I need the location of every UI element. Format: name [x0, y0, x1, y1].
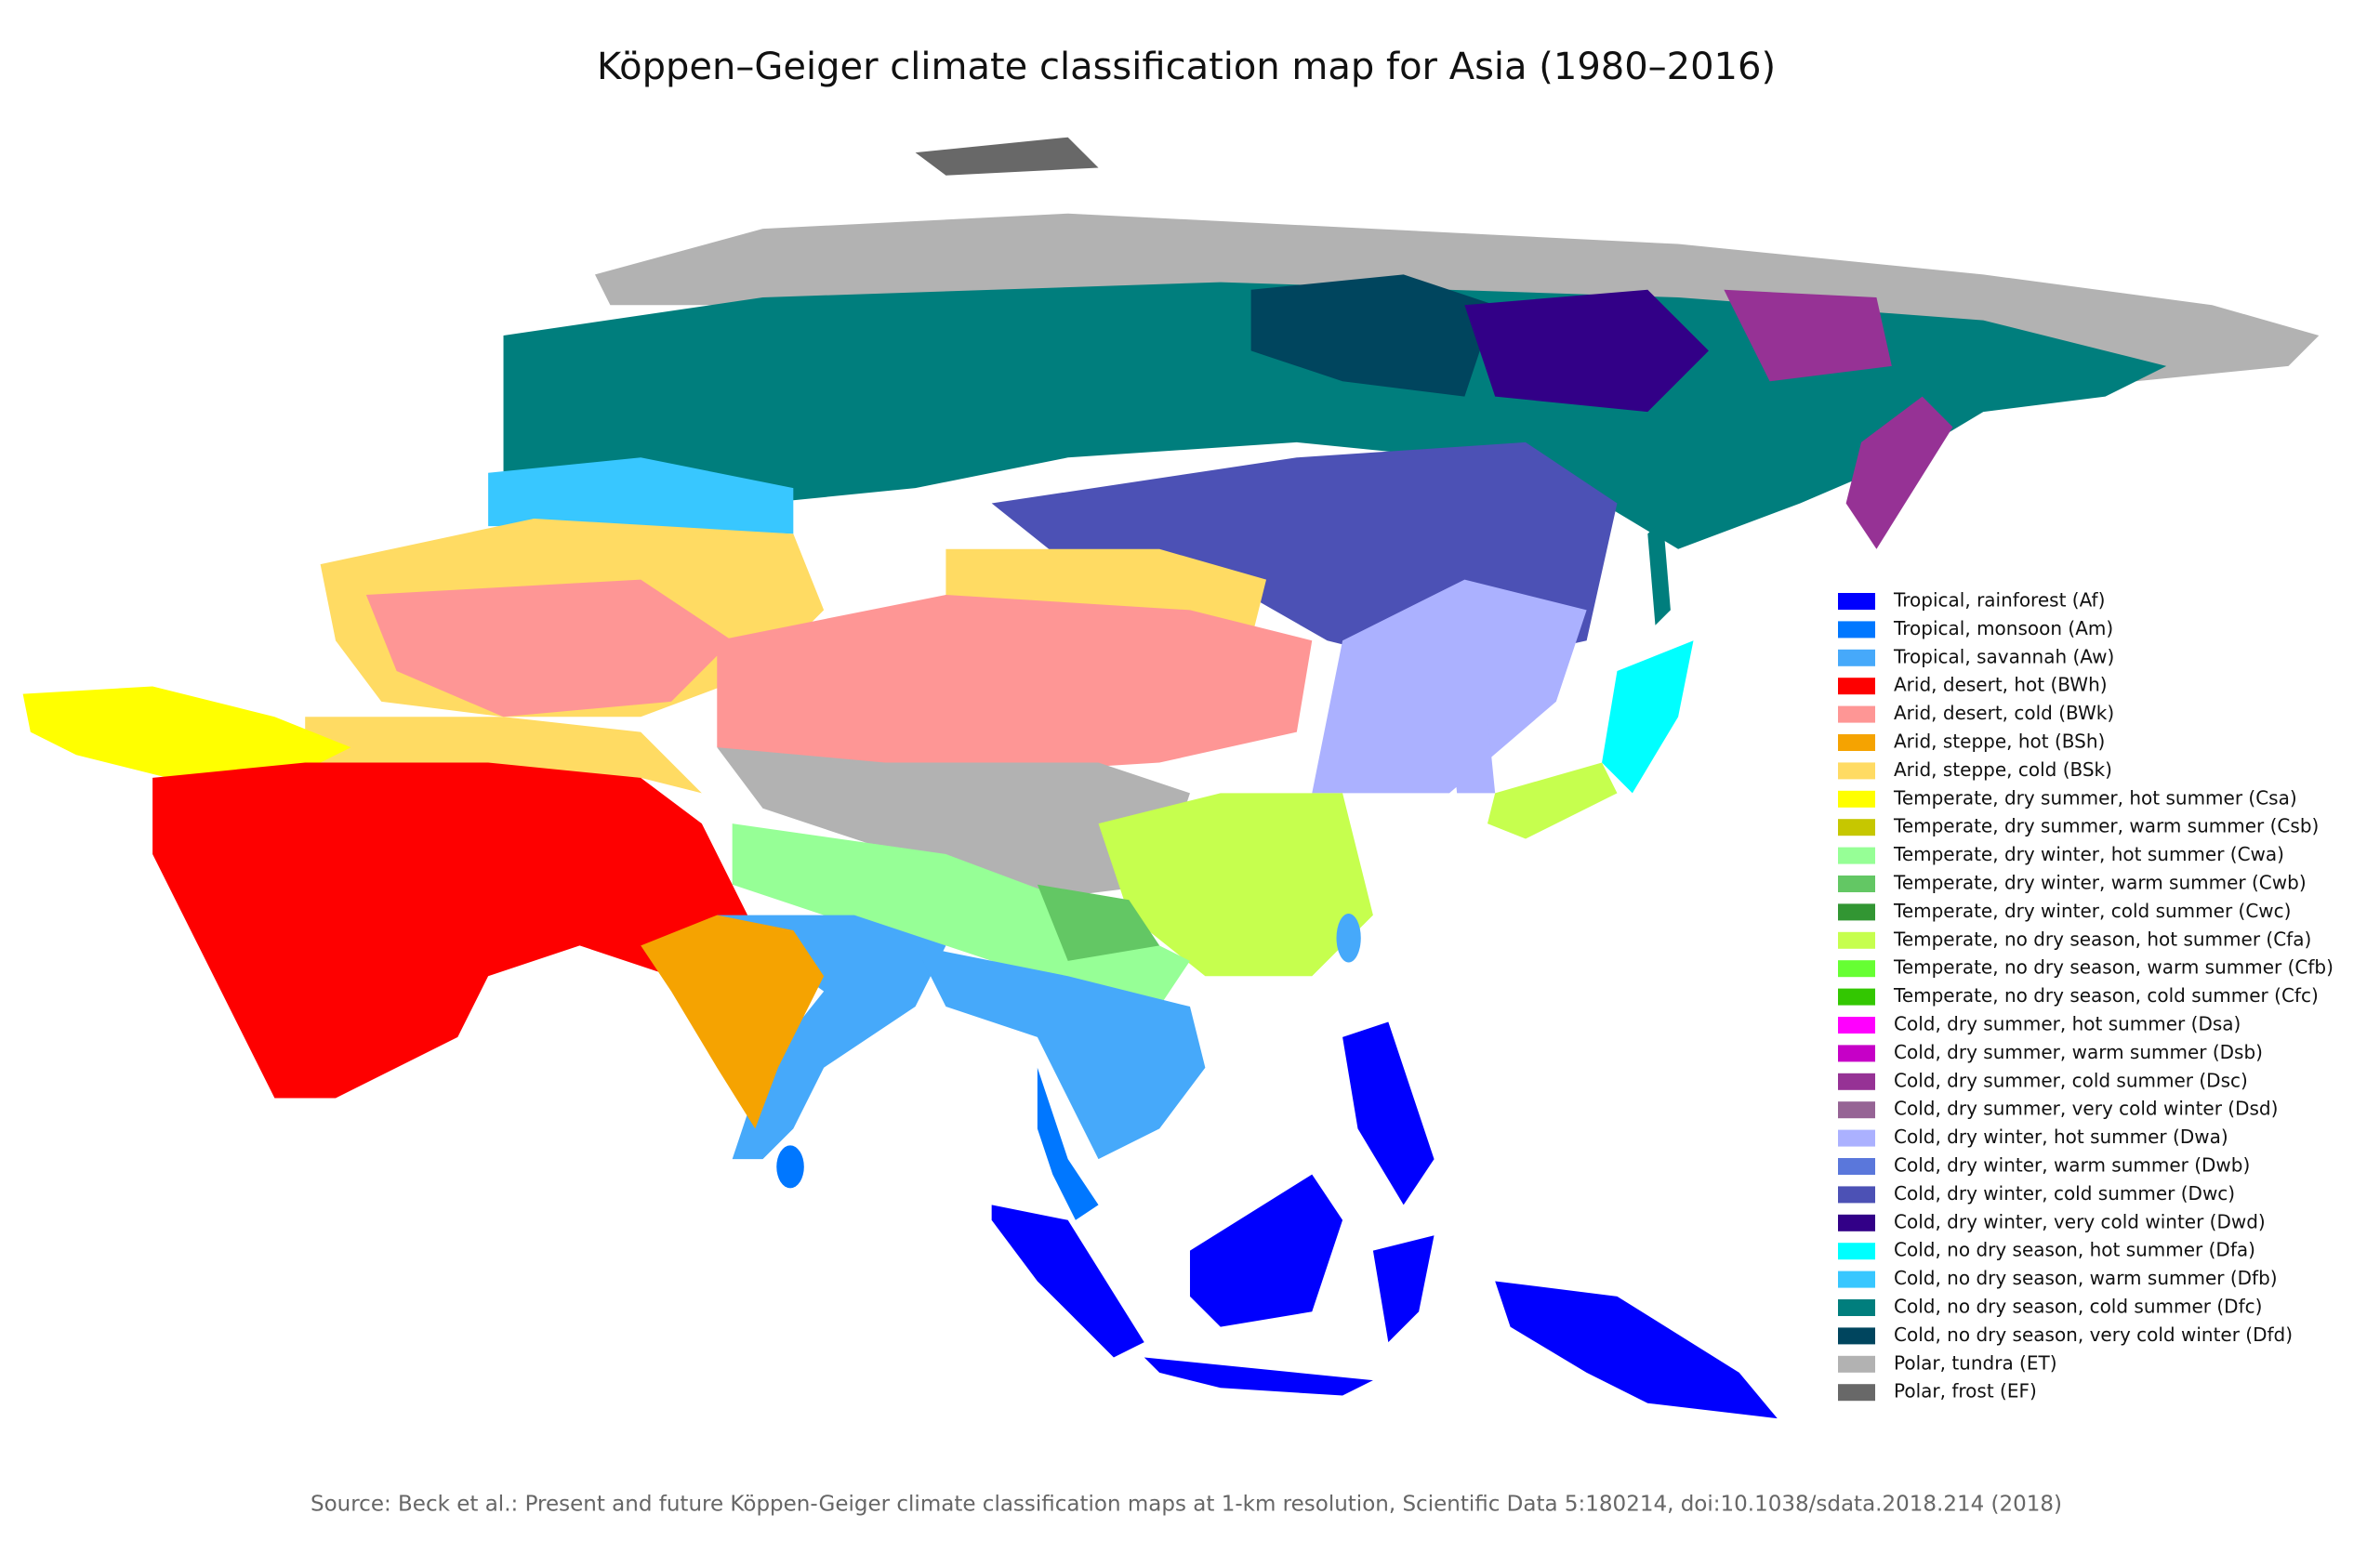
- legend-swatch: [1838, 931, 1875, 949]
- legend-swatch: [1838, 903, 1875, 921]
- legend-swatch: [1838, 1186, 1875, 1204]
- legend-label: Temperate, dry winter, hot summer (Cwa): [1893, 843, 2284, 865]
- legend-label: Temperate, dry winter, warm summer (Cwb): [1893, 872, 2307, 894]
- source-note: Source: Beck et al.: Present and future …: [311, 1493, 2062, 1517]
- legend-label: Temperate, no dry season, warm summer (C…: [1893, 956, 2334, 979]
- legend-swatch: [1838, 1073, 1875, 1090]
- map-title: Köppen–Geiger climate classification map…: [597, 46, 1776, 88]
- legend-label: Arid, desert, cold (BWk): [1894, 702, 2114, 724]
- legend-label: Cold, dry winter, warm summer (Dwb): [1894, 1154, 2250, 1177]
- legend-label: Temperate, no dry season, cold summer (C…: [1893, 984, 2319, 1007]
- legend-swatch: [1838, 1214, 1875, 1231]
- legend-label: Arid, desert, hot (BWh): [1894, 674, 2108, 696]
- legend-swatch: [1838, 960, 1875, 978]
- legend-swatch: [1838, 1299, 1875, 1316]
- legend-label: Temperate, dry summer, hot summer (Csa): [1893, 786, 2297, 809]
- legend-swatch: [1838, 678, 1875, 695]
- legend-label: Tropical, savannah (Aw): [1893, 645, 2114, 667]
- legend-label: Cold, dry summer, hot summer (Dsa): [1894, 1013, 2241, 1035]
- legend-label: Temperate, no dry season, hot summer (Cf…: [1893, 928, 2311, 950]
- legend-label: Cold, dry summer, cold summer (Dsc): [1894, 1069, 2248, 1091]
- legend-swatch: [1838, 621, 1875, 639]
- legend-swatch: [1838, 649, 1875, 666]
- legend-label: Cold, dry summer, warm summer (Dsb): [1894, 1041, 2263, 1063]
- legend-swatch: [1838, 1384, 1875, 1402]
- legend-swatch: [1838, 1129, 1875, 1147]
- legend-swatch: [1838, 1101, 1875, 1119]
- legend-label: Polar, frost (EF): [1894, 1380, 2037, 1402]
- legend-label: Temperate, dry summer, warm summer (Csb): [1893, 815, 2319, 837]
- legend-label: Polar, tundra (ET): [1894, 1351, 2057, 1374]
- legend-label: Cold, no dry season, warm summer (Dfb): [1894, 1267, 2278, 1289]
- legend-swatch: [1838, 1355, 1875, 1373]
- legend-label: Temperate, dry winter, cold summer (Cwc): [1893, 900, 2291, 922]
- legend: Tropical, rainforest (Af) Tropical, monso…: [1838, 589, 2334, 1402]
- legend-swatch: [1838, 1243, 1875, 1260]
- legend-label: Cold, no dry season, hot summer (Dfa): [1894, 1239, 2255, 1261]
- legend-label: Tropical, rainforest (Af): [1893, 589, 2105, 612]
- legend-label: Cold, no dry season, cold summer (Dfc): [1894, 1296, 2262, 1318]
- legend-swatch: [1838, 790, 1875, 808]
- legend-label: Cold, dry winter, cold summer (Dwc): [1894, 1182, 2235, 1205]
- legend-label: Arid, steppe, cold (BSk): [1894, 758, 2112, 781]
- legend-swatch: [1838, 1017, 1875, 1034]
- legend-swatch: [1838, 705, 1875, 723]
- legend-label: Tropical, monsoon (Am): [1893, 617, 2113, 639]
- legend-swatch: [1838, 819, 1875, 836]
- map: [22, 137, 2320, 1419]
- legend-label: Cold, dry winter, hot summer (Dwa): [1894, 1126, 2228, 1148]
- legend-swatch: [1838, 988, 1875, 1006]
- legend-swatch: [1838, 734, 1875, 751]
- legend-swatch: [1838, 1045, 1875, 1062]
- legend-label: Cold, dry winter, very cold winter (Dwd): [1894, 1210, 2266, 1232]
- legend-label: Cold, dry summer, very cold winter (Dsd): [1894, 1098, 2278, 1120]
- legend-swatch: [1838, 593, 1875, 610]
- legend-label: Cold, no dry season, very cold winter (D…: [1894, 1323, 2293, 1346]
- legend-swatch: [1838, 1158, 1875, 1175]
- legend-swatch: [1838, 762, 1875, 780]
- legend-swatch: [1838, 1327, 1875, 1345]
- legend-swatch: [1838, 847, 1875, 864]
- legend-swatch: [1838, 876, 1875, 892]
- legend-swatch: [1838, 1271, 1875, 1288]
- legend-label: Arid, steppe, hot (BSh): [1894, 731, 2105, 753]
